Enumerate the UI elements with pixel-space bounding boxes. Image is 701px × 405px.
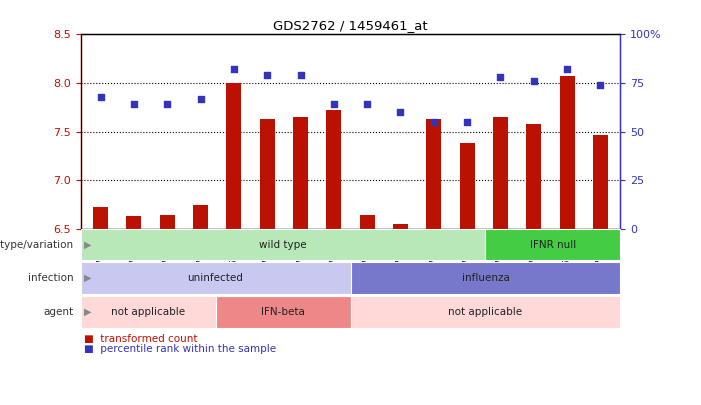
Point xyxy=(594,82,606,88)
Bar xyxy=(216,296,350,328)
Bar xyxy=(460,143,475,229)
Text: ▶: ▶ xyxy=(84,307,92,317)
Bar xyxy=(160,215,175,229)
Bar xyxy=(559,76,575,229)
Bar xyxy=(226,83,241,229)
Text: genotype/variation: genotype/variation xyxy=(0,240,74,249)
Point xyxy=(128,101,139,108)
Text: infection: infection xyxy=(28,273,74,283)
Bar xyxy=(81,262,350,294)
Text: ▶: ▶ xyxy=(84,273,92,283)
Point xyxy=(495,74,506,81)
Text: not applicable: not applicable xyxy=(111,307,185,317)
Point xyxy=(261,72,273,79)
Text: influenza: influenza xyxy=(461,273,510,283)
Bar xyxy=(593,134,608,229)
Text: wild type: wild type xyxy=(259,240,307,249)
Text: IFN-beta: IFN-beta xyxy=(261,307,305,317)
Text: agent: agent xyxy=(43,307,74,317)
Point xyxy=(428,119,440,125)
Point xyxy=(461,119,472,125)
Bar xyxy=(393,224,408,229)
Point xyxy=(328,101,339,108)
Bar xyxy=(259,119,275,229)
Text: not applicable: not applicable xyxy=(449,307,522,317)
Bar xyxy=(350,262,620,294)
Point xyxy=(195,95,206,102)
Point xyxy=(395,109,406,115)
Bar xyxy=(493,117,508,229)
Bar xyxy=(126,216,142,229)
Bar xyxy=(526,124,541,229)
Point xyxy=(229,66,240,72)
Bar xyxy=(293,117,308,229)
Text: ▶: ▶ xyxy=(84,240,92,249)
Text: ■  transformed count: ■ transformed count xyxy=(84,334,198,344)
Bar xyxy=(327,110,341,229)
Text: uninfected: uninfected xyxy=(188,273,243,283)
Bar xyxy=(360,215,374,229)
Point xyxy=(528,78,539,84)
Point xyxy=(362,101,373,108)
Bar xyxy=(81,296,216,328)
Point xyxy=(295,72,306,79)
Text: ■  percentile rank within the sample: ■ percentile rank within the sample xyxy=(84,344,276,354)
Bar xyxy=(485,229,620,260)
Text: IFNR null: IFNR null xyxy=(530,240,576,249)
Point xyxy=(562,66,573,72)
Point xyxy=(95,94,107,100)
Bar xyxy=(193,205,208,229)
Point xyxy=(162,101,173,108)
Title: GDS2762 / 1459461_at: GDS2762 / 1459461_at xyxy=(273,19,428,32)
Bar xyxy=(350,296,620,328)
Bar xyxy=(426,119,442,229)
Bar xyxy=(81,229,485,260)
Bar xyxy=(93,207,108,229)
